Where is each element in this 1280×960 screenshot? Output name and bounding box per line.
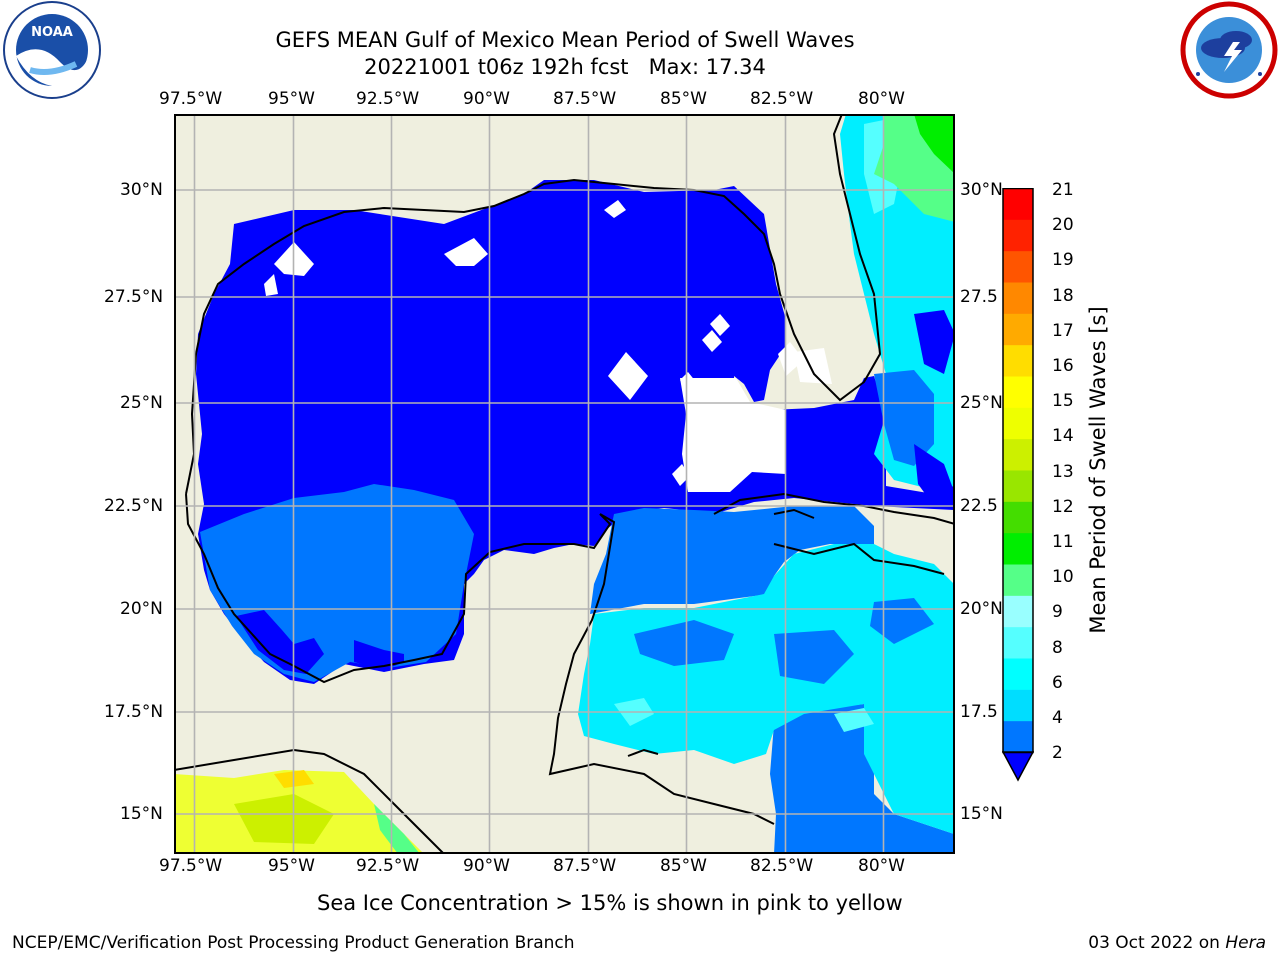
- lon-tick-top: 85°W: [660, 89, 707, 109]
- lon-tick-top: 90°W: [463, 89, 510, 109]
- colorbar-tick: 16: [1052, 356, 1074, 376]
- lon-tick-top: 97.5°W: [159, 89, 223, 109]
- colorbar-segment: [1003, 564, 1033, 596]
- colorbar-segment: [1003, 344, 1033, 377]
- colorbar-segment: [1003, 501, 1033, 534]
- colorbar-tick: 19: [1052, 250, 1074, 270]
- lon-tick-bottom: 85°W: [660, 856, 707, 876]
- lat-tick-right: 20°N: [960, 599, 1003, 619]
- lat-tick-left: 17.5°N: [104, 702, 164, 722]
- nws-logo: [1178, 0, 1280, 102]
- colorbar-segment: [1003, 250, 1033, 283]
- footer-date: 03 Oct 2022 on: [1088, 933, 1226, 953]
- lon-tick-bottom: 90°W: [463, 856, 510, 876]
- lat-tick-left: 30°N: [120, 180, 163, 200]
- colorbar-segment: [1003, 658, 1033, 690]
- lat-tick-left: 25°N: [120, 393, 163, 413]
- colorbar-segment: [1003, 376, 1033, 408]
- colorbar-segment: [1003, 532, 1033, 565]
- colorbar-segment: [1003, 188, 1033, 220]
- no-data-patches: [264, 200, 832, 492]
- colorbar: [1001, 187, 1035, 782]
- graticule: [174, 114, 955, 854]
- colorbar-tick: 20: [1052, 215, 1074, 235]
- lat-tick-left: 22.5°N: [104, 496, 164, 516]
- lat-tick-right: 30°N: [960, 180, 1003, 200]
- lat-tick-left: 27.5°N: [104, 287, 164, 307]
- footer-timestamp: 03 Oct 2022 on Hera: [1088, 933, 1266, 953]
- swell-region-6-8s: [578, 544, 954, 834]
- lat-tick-right: 15°N: [960, 804, 1003, 824]
- colorbar-extend-triangle: [1001, 751, 1035, 782]
- colorbar-tick: 8: [1052, 638, 1063, 658]
- colorbar-segment: [1003, 313, 1033, 346]
- map-panel: [174, 114, 955, 854]
- colorbar-segment: [1003, 407, 1033, 440]
- swell-region-4-6s-south: [770, 704, 954, 854]
- colorbar-segment: [1003, 689, 1033, 722]
- lon-tick-bottom: 95°W: [268, 856, 315, 876]
- map-subtitle: 20221001 t06z 192h fcst Max: 17.34: [364, 55, 766, 79]
- lat-tick-right: 17.5: [960, 702, 998, 722]
- colorbar-segment: [1003, 438, 1033, 471]
- colorbar-segment: [1003, 595, 1033, 628]
- footer-branch: NCEP/EMC/Verification Post Processing Pr…: [12, 933, 575, 953]
- lat-tick-left: 20°N: [120, 599, 163, 619]
- colorbar-tick: 15: [1052, 391, 1074, 411]
- colorbar-graphic: [1001, 187, 1035, 782]
- colorbar-tick: 4: [1052, 708, 1063, 728]
- colorbar-tick: 13: [1052, 462, 1074, 482]
- lon-tick-top: 80°W: [858, 89, 905, 109]
- colorbar-tick: 21: [1052, 180, 1074, 200]
- lon-tick-bottom: 92.5°W: [356, 856, 420, 876]
- svg-text:NOAA: NOAA: [31, 25, 73, 40]
- swell-region-4-6s-caribbean: [590, 506, 874, 614]
- lon-tick-top: 92.5°W: [356, 89, 420, 109]
- colorbar-tick: 17: [1052, 321, 1074, 341]
- map-frame: [174, 114, 955, 854]
- lon-tick-bottom: 80°W: [858, 856, 905, 876]
- lon-tick-bottom: 97.5°W: [159, 856, 223, 876]
- colorbar-segment: [1003, 470, 1033, 502]
- lat-tick-right: 25°N: [960, 393, 1003, 413]
- lon-tick-bottom: 87.5°W: [553, 856, 617, 876]
- colorbar-segment: [1003, 720, 1033, 753]
- colorbar-tick: 2: [1052, 743, 1063, 763]
- lat-tick-left: 15°N: [120, 804, 163, 824]
- colorbar-tick: 18: [1052, 286, 1074, 306]
- lon-tick-top: 82.5°W: [750, 89, 814, 109]
- lat-tick-right: 27.5: [960, 287, 998, 307]
- sea-ice-caption: Sea Ice Concentration > 15% is shown in …: [317, 891, 903, 915]
- lon-tick-top: 95°W: [268, 89, 315, 109]
- colorbar-label: Mean Period of Swell Waves [s]: [1086, 306, 1110, 634]
- coastline: [174, 114, 955, 854]
- colorbar-segment: [1003, 219, 1033, 252]
- lon-tick-top: 87.5°W: [553, 89, 617, 109]
- colorbar-segment: [1003, 282, 1033, 314]
- colorbar-tick: 14: [1052, 426, 1074, 446]
- colorbar-tick: 9: [1052, 602, 1063, 622]
- footer-host: Hera: [1225, 933, 1266, 953]
- noaa-logo: NOAA: [0, 0, 104, 104]
- lon-tick-bottom: 82.5°W: [750, 856, 814, 876]
- map-title: GEFS MEAN Gulf of Mexico Mean Period of …: [275, 28, 855, 52]
- lat-tick-right: 22.5: [960, 496, 998, 516]
- colorbar-tick: 12: [1052, 497, 1074, 517]
- colorbar-tick: 6: [1052, 673, 1063, 693]
- colorbar-tick: 10: [1052, 567, 1074, 587]
- map-canvas: [174, 114, 955, 854]
- colorbar-frame: [1002, 187, 1034, 754]
- colorbar-tick: 11: [1052, 532, 1074, 552]
- colorbar-segment: [1003, 626, 1033, 659]
